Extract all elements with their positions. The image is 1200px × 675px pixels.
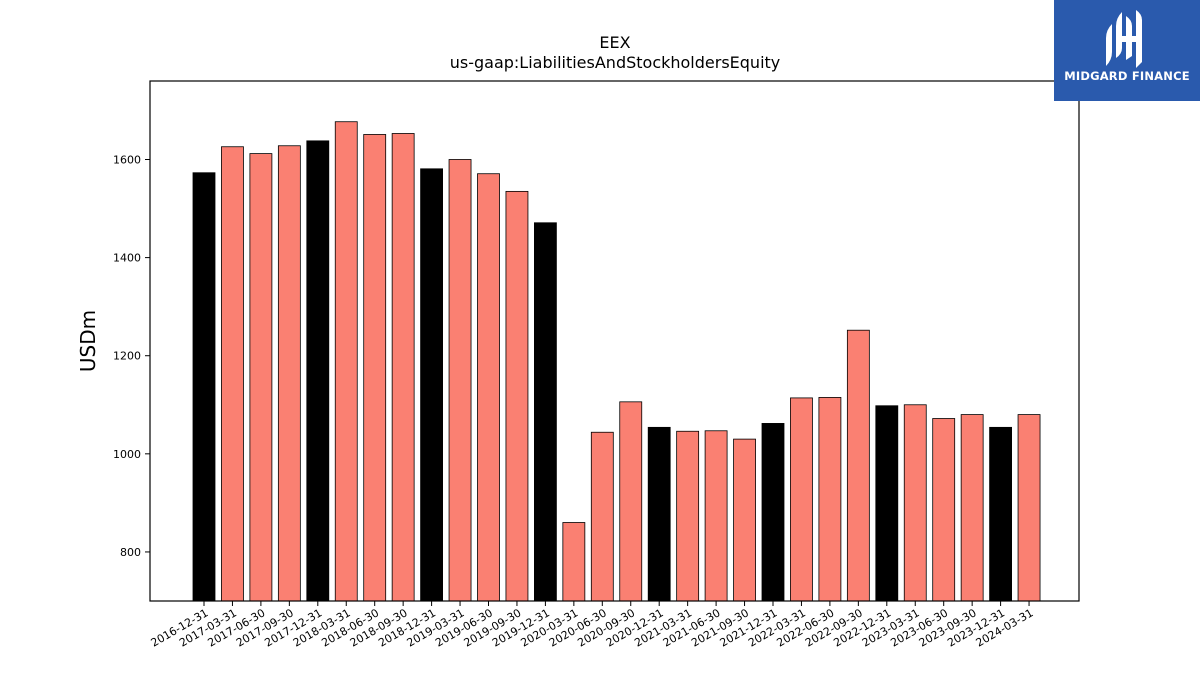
bar-2017-06-30 [249,153,273,602]
bar-2018-12-31 [420,168,444,602]
bar-2023-03-31 [903,404,927,602]
bar-2021-03-31 [676,430,700,602]
bar-2020-03-31 [562,522,586,602]
bar-2020-12-31 [647,426,671,602]
bar-2019-06-30 [477,173,500,602]
bar-2023-06-30 [932,418,956,602]
bar-2020-09-30 [619,401,643,602]
chart-title: EEX [599,33,630,52]
bar-2021-06-30 [704,430,728,602]
bar-2021-09-30 [733,438,756,602]
bar-2022-12-31 [875,405,899,602]
y-tick-label: 1000 [113,448,141,461]
bar-2022-03-31 [790,397,813,602]
bar-2017-09-30 [277,145,301,602]
brand-logo: MIDGARD FINANCE [1054,0,1200,101]
bar-2018-06-30 [363,134,387,602]
x-axis: 2016-12-312017-03-312017-06-302017-09-30… [149,601,1036,650]
bar-2022-09-30 [846,329,870,602]
bar-2022-06-30 [818,397,842,602]
y-axis-label: USDm [76,310,100,372]
bar-2023-09-30 [960,414,984,602]
logo-text: MIDGARD FINANCE [1064,69,1190,83]
bar-2019-03-31 [448,159,472,602]
bars [192,121,1041,602]
bar-2024-03-31 [1017,414,1041,602]
plot-frame [149,80,1080,602]
y-axis: 800 1000 1200 1400 1600 [113,153,150,559]
y-tick-label: 1200 [113,350,141,363]
bar-2017-03-31 [221,146,244,602]
bar-2023-12-31 [989,426,1012,602]
chart-subtitle: us-gaap:LiabilitiesAndStockholdersEquity [450,53,781,72]
y-tick-label: 1400 [113,252,141,265]
y-tick-label: 800 [120,546,141,559]
bar-2019-09-30 [505,190,529,602]
bar-2021-12-31 [761,423,785,602]
bar-2020-06-30 [590,431,614,602]
bar-2019-12-31 [534,222,557,602]
bar-2017-12-31 [306,140,330,602]
bar-2018-09-30 [391,133,415,602]
bar-2018-03-31 [334,121,358,602]
y-tick-label: 1600 [113,153,141,166]
midgard-logo-icon [1106,10,1142,68]
bar-2016-12-31 [192,172,216,602]
